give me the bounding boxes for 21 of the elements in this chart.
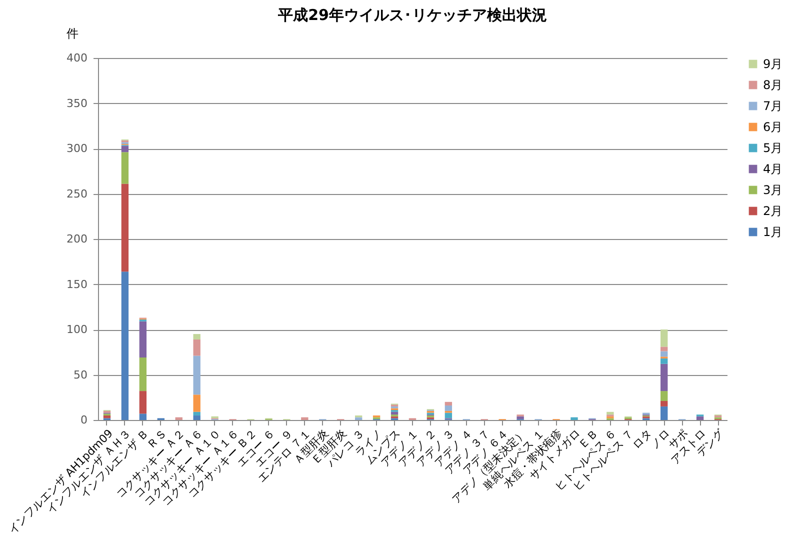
legend-label: 9月 <box>763 57 783 71</box>
y-tick-label: 300 <box>66 142 88 155</box>
legend-label: 8月 <box>763 78 783 92</box>
legend-label: 6月 <box>763 120 783 134</box>
y-tick-label: 200 <box>66 232 88 246</box>
y-tick-label: 50 <box>74 368 88 382</box>
y-tick-label: 250 <box>66 187 88 200</box>
y-tick-label: 0 <box>80 414 88 426</box>
x-tick-label: ロタ <box>630 426 655 452</box>
y-tick-label: 100 <box>66 323 88 336</box>
y-tick-label: 400 <box>66 52 88 64</box>
legend-label: 1月 <box>763 225 783 239</box>
y-axis-title: 件 <box>66 26 78 40</box>
y-tick-label: 150 <box>66 278 88 291</box>
legend-label: 5月 <box>763 141 783 155</box>
legend-label: 2月 <box>763 204 783 218</box>
legend-label: 7月 <box>763 99 783 113</box>
y-tick-label: 350 <box>66 96 88 110</box>
legend-label: 4月 <box>763 162 783 176</box>
chart-title: 平成29年ウイルス･リケッチア検出状況 <box>277 6 547 24</box>
legend-label: 3月 <box>763 183 783 197</box>
